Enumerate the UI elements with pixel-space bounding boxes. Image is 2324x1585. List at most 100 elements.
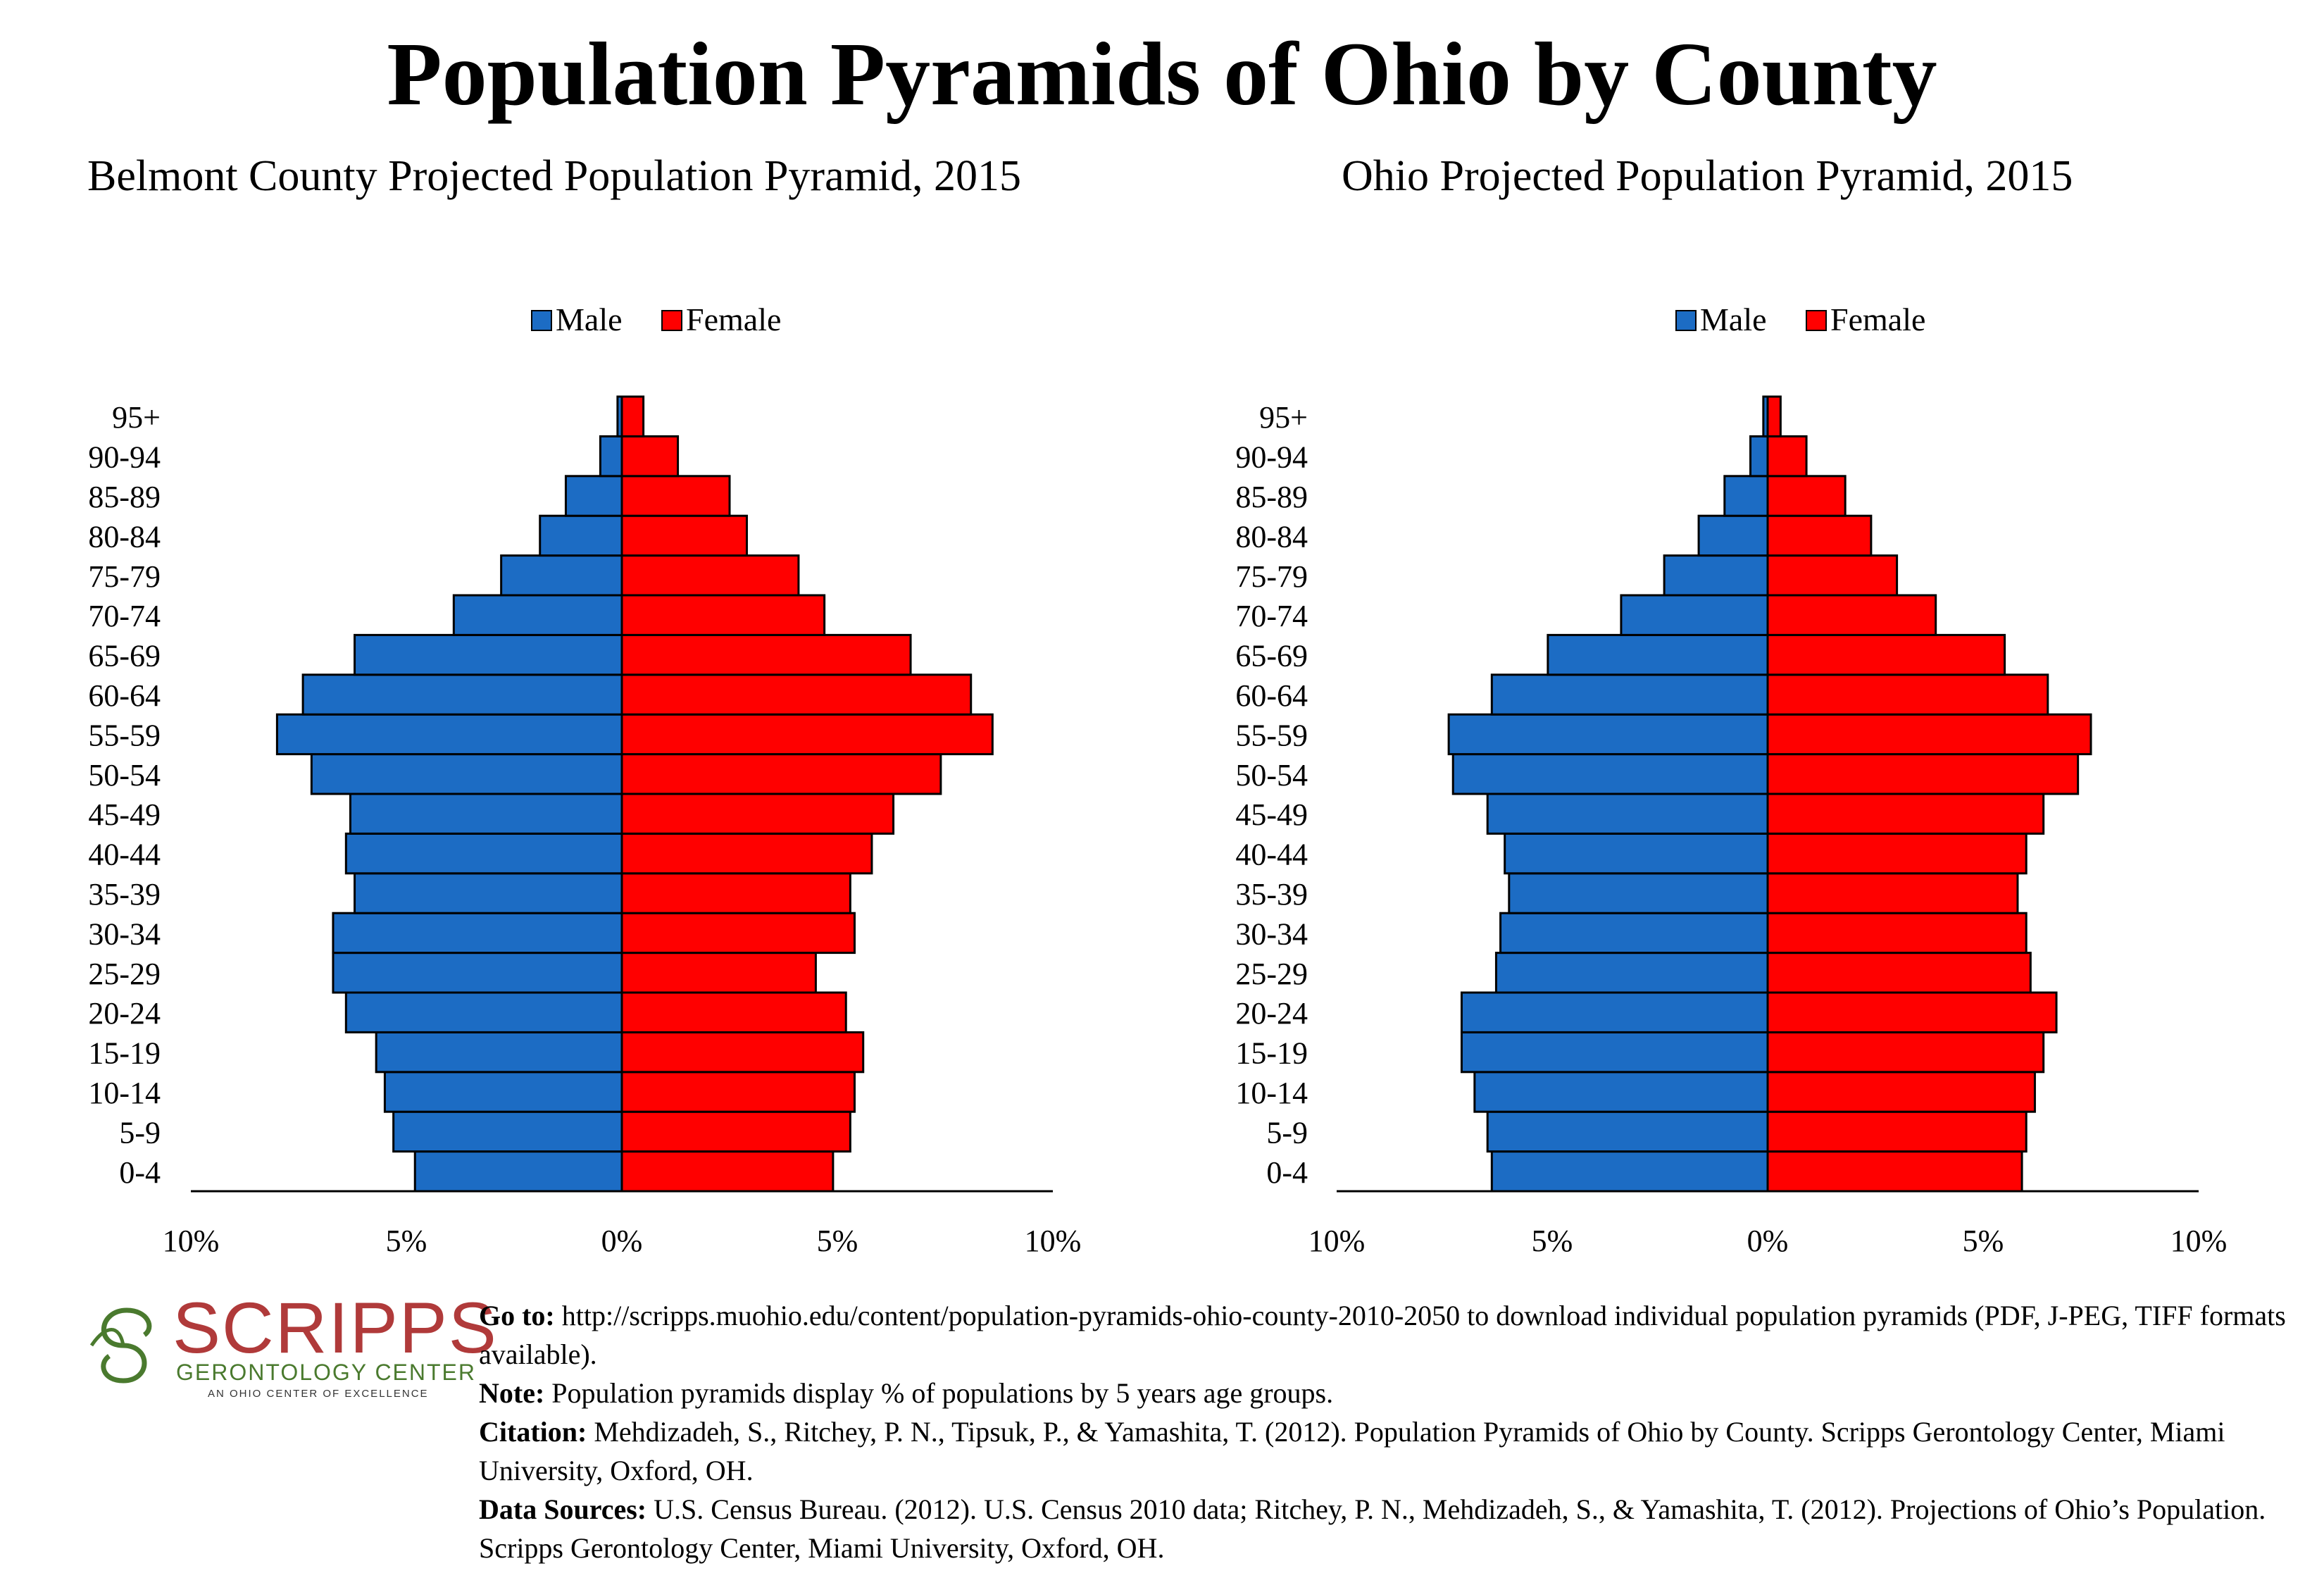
female-bar-ohio-60-64 bbox=[1766, 673, 2049, 716]
age-label-ohio-0-4: 0-4 bbox=[1266, 1155, 1308, 1190]
age-label-belmont-10-14: 10-14 bbox=[88, 1076, 161, 1110]
age-label-belmont-35-39: 35-39 bbox=[88, 877, 161, 912]
female-bar-belmont-40-44 bbox=[620, 832, 873, 875]
age-label-belmont-0-4: 0-4 bbox=[119, 1155, 161, 1190]
female-bar-belmont-25-29 bbox=[620, 952, 817, 994]
age-label-ohio-55-59: 55-59 bbox=[1235, 718, 1308, 752]
age-label-belmont-40-44: 40-44 bbox=[88, 838, 161, 872]
age-label-belmont-65-69: 65-69 bbox=[88, 639, 161, 673]
age-label-ohio-75-79: 75-79 bbox=[1235, 559, 1308, 594]
x-tick-label-ohio-1: 5% bbox=[1532, 1224, 1573, 1258]
scripps-logo-mark-icon bbox=[89, 1307, 152, 1384]
scripps-logo: SCRIPPS GERONTOLOGY CENTER AN OHIO CENTE… bbox=[85, 1289, 496, 1402]
pyramid-chart-ohio: 0-4 5-9 10-14 15-19 20-24 25-29 30-34 35-39 40-4… bbox=[1235, 302, 2227, 1258]
footer-citation: Citation: Mehdizadeh, S., Ritchey, P. N.… bbox=[479, 1416, 2225, 1486]
legend-swatch-male-belmont bbox=[531, 310, 552, 331]
age-label-belmont-20-24: 20-24 bbox=[88, 996, 161, 1031]
age-label-belmont-45-49: 45-49 bbox=[88, 797, 161, 832]
female-bar-ohio-95+ bbox=[1766, 395, 1782, 437]
age-label-ohio-70-74: 70-74 bbox=[1235, 599, 1308, 633]
x-tick-label-ohio-0: 10% bbox=[1308, 1224, 1366, 1258]
age-label-belmont-5-9: 5-9 bbox=[119, 1115, 161, 1150]
age-label-belmont-25-29: 25-29 bbox=[88, 957, 161, 991]
footer-sources: Data Sources: U.S. Census Bureau. (2012)… bbox=[479, 1493, 2266, 1564]
female-bar-belmont-55-59 bbox=[620, 713, 994, 756]
age-label-belmont-30-34: 30-34 bbox=[88, 916, 161, 951]
age-label-belmont-60-64: 60-64 bbox=[88, 678, 161, 713]
chart-title-belmont: Belmont County Projected Population Pyra… bbox=[87, 152, 1022, 200]
female-bar-ohio-15-19 bbox=[1766, 1031, 2045, 1074]
male-bar-ohio-70-74 bbox=[1620, 594, 1769, 636]
age-label-belmont-15-19: 15-19 bbox=[88, 1036, 161, 1071]
x-tick-label-belmont-2: 0% bbox=[601, 1224, 643, 1258]
female-bar-ohio-50-54 bbox=[1766, 753, 2080, 795]
male-bar-ohio-25-29 bbox=[1494, 952, 1769, 994]
male-bar-ohio-90-94 bbox=[1749, 435, 1769, 478]
legend-label-female-belmont: Female bbox=[686, 302, 781, 337]
male-bar-ohio-50-54 bbox=[1451, 753, 1769, 795]
age-label-ohio-5-9: 5-9 bbox=[1266, 1115, 1308, 1150]
age-label-belmont-80-84: 80-84 bbox=[88, 519, 161, 554]
female-bar-ohio-75-79 bbox=[1766, 554, 1899, 597]
scripps-logo-subtitle: GERONTOLOGY CENTER bbox=[176, 1360, 476, 1385]
female-bar-belmont-10-14 bbox=[620, 1071, 856, 1113]
female-bar-belmont-35-39 bbox=[620, 872, 851, 914]
legend-swatch-male-ohio bbox=[1675, 310, 1697, 331]
female-bar-ohio-25-29 bbox=[1766, 952, 2032, 994]
age-label-ohio-25-29: 25-29 bbox=[1235, 957, 1308, 991]
female-bar-ohio-80-84 bbox=[1766, 514, 1873, 557]
footer-goto: Go to: http://scripps.muohio.edu/content… bbox=[479, 1300, 2286, 1370]
age-label-belmont-70-74: 70-74 bbox=[88, 599, 161, 633]
male-bar-ohio-20-24 bbox=[1460, 991, 1769, 1033]
male-bar-belmont-70-74 bbox=[452, 594, 623, 636]
male-bar-ohio-15-19 bbox=[1460, 1031, 1769, 1074]
x-tick-label-ohio-3: 5% bbox=[1963, 1224, 2004, 1258]
footer-notes: Go to: http://scripps.muohio.edu/content… bbox=[479, 1296, 2310, 1567]
female-bar-ohio-10-14 bbox=[1766, 1071, 2036, 1113]
female-bar-ohio-70-74 bbox=[1766, 594, 1937, 636]
female-bar-ohio-55-59 bbox=[1766, 713, 2092, 756]
male-bar-ohio-60-64 bbox=[1490, 673, 1769, 716]
female-bar-ohio-45-49 bbox=[1766, 792, 2045, 835]
male-bar-ohio-30-34 bbox=[1499, 912, 1769, 955]
female-bar-belmont-30-34 bbox=[620, 912, 856, 955]
age-label-belmont-55-59: 55-59 bbox=[88, 718, 161, 752]
legend-swatch-female-belmont bbox=[661, 310, 682, 331]
female-bar-ohio-30-34 bbox=[1766, 912, 2028, 955]
male-bar-ohio-55-59 bbox=[1447, 713, 1769, 756]
female-bar-belmont-60-64 bbox=[620, 673, 973, 716]
page-title: Population Pyramids of Ohio by County bbox=[387, 24, 1937, 124]
age-label-ohio-30-34: 30-34 bbox=[1235, 916, 1308, 951]
female-bar-belmont-65-69 bbox=[620, 633, 912, 676]
female-bar-belmont-45-49 bbox=[620, 792, 895, 835]
x-tick-label-ohio-2: 0% bbox=[1747, 1224, 1789, 1258]
age-label-belmont-75-79: 75-79 bbox=[88, 559, 161, 594]
female-bar-belmont-75-79 bbox=[620, 554, 800, 597]
x-tick-label-belmont-3: 5% bbox=[817, 1224, 858, 1258]
male-bar-ohio-45-49 bbox=[1486, 792, 1769, 835]
male-bar-belmont-40-44 bbox=[344, 832, 623, 875]
age-label-ohio-35-39: 35-39 bbox=[1235, 877, 1308, 912]
x-tick-label-belmont-4: 10% bbox=[1025, 1224, 1082, 1258]
male-bar-ohio-80-84 bbox=[1697, 514, 1769, 557]
female-bar-belmont-80-84 bbox=[620, 514, 748, 557]
age-label-ohio-15-19: 15-19 bbox=[1235, 1036, 1308, 1071]
male-bar-ohio-40-44 bbox=[1504, 832, 1769, 875]
male-bar-belmont-90-94 bbox=[599, 435, 623, 478]
age-label-ohio-90-94: 90-94 bbox=[1235, 440, 1308, 475]
male-bar-ohio-10-14 bbox=[1473, 1071, 1769, 1113]
age-label-ohio-40-44: 40-44 bbox=[1235, 838, 1308, 872]
pyramid-chart-belmont: 0-4 5-9 10-14 15-19 20-24 25-29 30-34 35-39 40-4… bbox=[88, 302, 1082, 1258]
female-bar-belmont-20-24 bbox=[620, 991, 847, 1033]
scripps-logo-tagline: AN OHIO CENTER OF EXCELLENCE bbox=[208, 1388, 429, 1400]
legend-label-female-ohio: Female bbox=[1830, 302, 1925, 337]
chart-title-ohio: Ohio Projected Population Pyramid, 2015 bbox=[1342, 152, 2073, 200]
female-bar-belmont-95+ bbox=[620, 395, 645, 437]
female-bar-ohio-85-89 bbox=[1766, 475, 1847, 517]
age-label-ohio-45-49: 45-49 bbox=[1235, 797, 1308, 832]
female-bar-ohio-35-39 bbox=[1766, 872, 2019, 914]
footer-note: Note: Population pyramids display % of p… bbox=[479, 1377, 1334, 1409]
legend-swatch-female-ohio bbox=[1806, 310, 1827, 331]
female-bar-ohio-65-69 bbox=[1766, 633, 2006, 676]
age-label-ohio-85-89: 85-89 bbox=[1235, 480, 1308, 514]
